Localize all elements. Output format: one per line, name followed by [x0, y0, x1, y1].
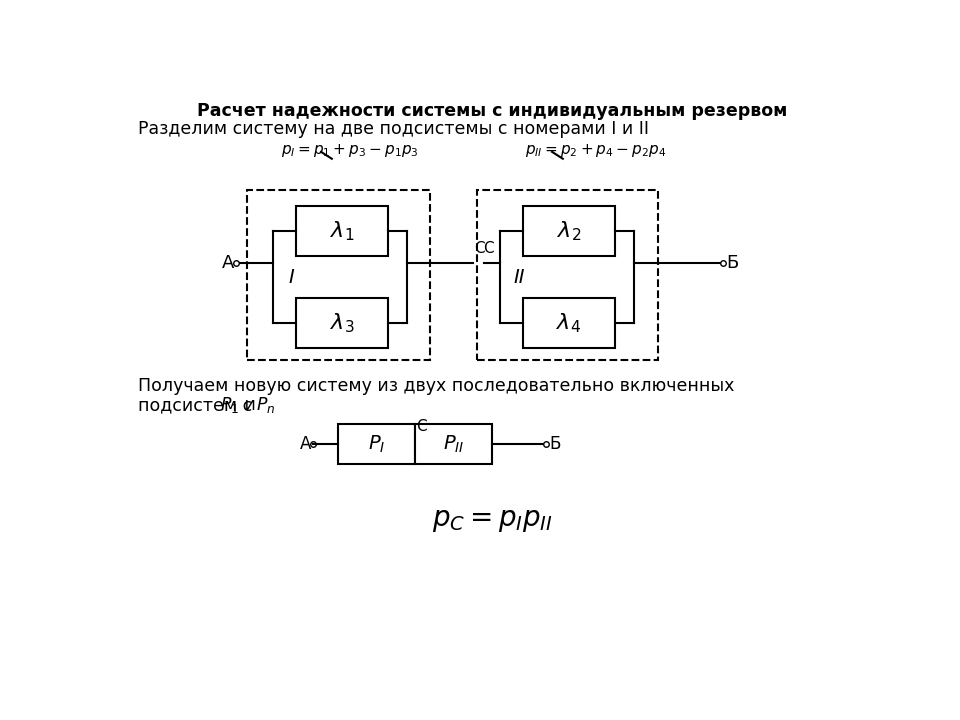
Text: $P_I$: $P_I$ — [368, 433, 385, 455]
Text: А: А — [300, 436, 311, 454]
Text: I: I — [289, 268, 295, 287]
Text: Разделим систему на две подсистемы с номерами I и II: Разделим систему на две подсистемы с ном… — [138, 120, 649, 138]
Text: $p_I = p_1 + p_3 - p_1 p_3$: $p_I = p_1 + p_3 - p_1 p_3$ — [280, 142, 419, 159]
Text: $\lambda_1$: $\lambda_1$ — [329, 219, 354, 243]
Text: Получаем новую систему из двух последовательно включенных: Получаем новую систему из двух последова… — [138, 377, 734, 395]
Bar — [296, 298, 388, 348]
Text: II: II — [514, 268, 525, 287]
Text: подсистем с: подсистем с — [138, 396, 257, 414]
Text: C: C — [484, 240, 494, 256]
Text: $P_{II}$: $P_{II}$ — [443, 433, 465, 455]
Text: Б: Б — [549, 436, 561, 454]
Text: Б: Б — [726, 254, 738, 272]
Text: C: C — [417, 418, 427, 433]
Text: $\lambda_2$: $\lambda_2$ — [557, 219, 581, 243]
Text: $P_n$: $P_n$ — [255, 395, 275, 415]
Text: $\lambda_3$: $\lambda_3$ — [329, 311, 354, 335]
Text: C: C — [474, 240, 485, 256]
Bar — [296, 206, 388, 256]
Text: А: А — [222, 254, 234, 272]
Bar — [523, 298, 615, 348]
Text: и: и — [239, 396, 262, 414]
Text: Расчет надежности системы с индивидуальным резервом: Расчет надежности системы с индивидуальн… — [197, 102, 787, 120]
Bar — [415, 424, 492, 464]
Bar — [247, 190, 430, 360]
Bar — [338, 424, 415, 464]
Text: $p_{II} = p_2 + p_4 - p_2 p_4$: $p_{II} = p_2 + p_4 - p_2 p_4$ — [525, 142, 666, 159]
Bar — [476, 190, 658, 360]
Text: $p_C = p_I p_{II}$: $p_C = p_I p_{II}$ — [432, 506, 552, 534]
Text: $P_1$: $P_1$ — [220, 395, 239, 415]
Bar — [523, 206, 615, 256]
Text: $\lambda_4$: $\lambda_4$ — [557, 311, 582, 335]
